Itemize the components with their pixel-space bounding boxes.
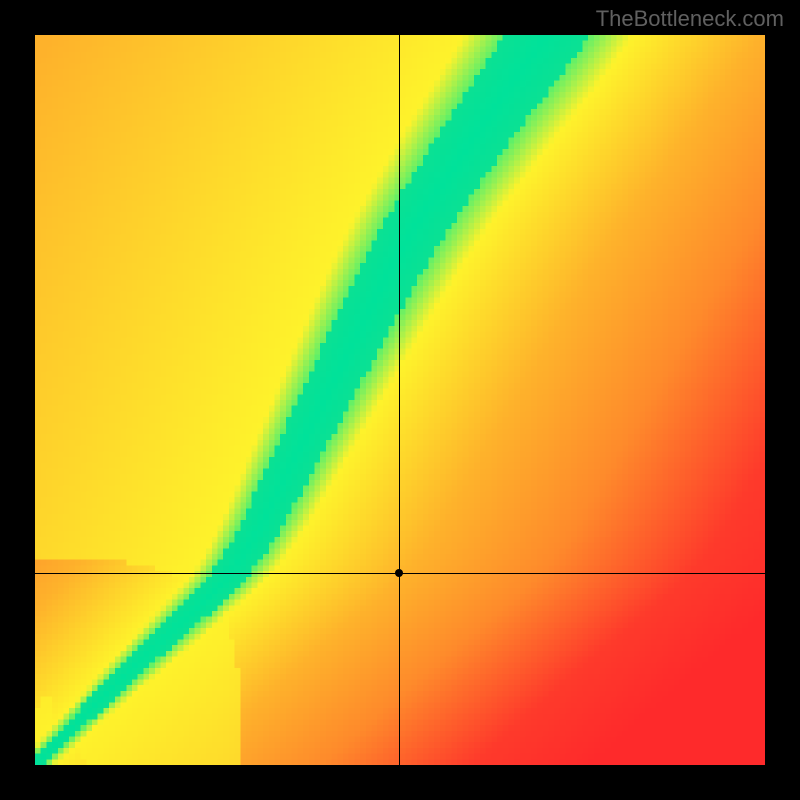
plot-area (35, 35, 765, 765)
heatmap-canvas (35, 35, 765, 765)
watermark-text: TheBottleneck.com (596, 6, 784, 32)
crosshair-dot (395, 569, 403, 577)
crosshair-vertical (399, 35, 400, 765)
